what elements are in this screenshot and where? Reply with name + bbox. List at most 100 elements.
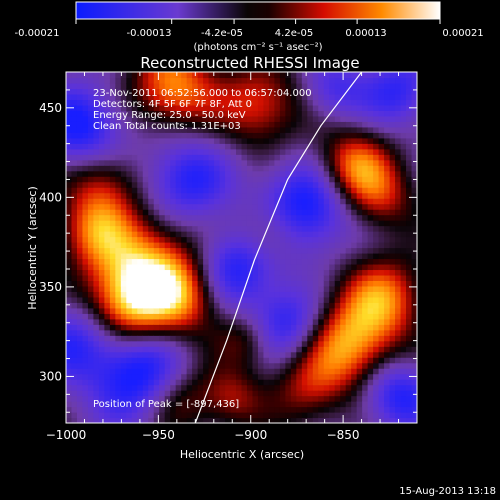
heatmap-cell (208, 395, 215, 402)
heatmap-cell (159, 379, 166, 386)
heatmap-cell (367, 357, 374, 364)
heatmap-cell (203, 247, 210, 254)
heatmap-cell (252, 165, 259, 172)
heatmap-cell (373, 77, 380, 84)
heatmap-cell (236, 412, 243, 419)
heatmap-cell (378, 307, 385, 314)
heatmap-cell (395, 258, 402, 265)
heatmap-cell (406, 115, 413, 122)
heatmap-cell (362, 406, 369, 413)
heatmap-cell (120, 351, 127, 358)
heatmap-cell (225, 121, 232, 128)
heatmap-cell (246, 137, 254, 144)
heatmap-cell (148, 313, 155, 320)
heatmap-cell (296, 269, 303, 276)
heatmap-cell (285, 362, 292, 369)
heatmap-cell (406, 280, 413, 287)
heatmap-cell (301, 335, 308, 342)
heatmap-cell (230, 203, 237, 210)
heatmap-cell (246, 285, 254, 292)
heatmap-cell (164, 192, 171, 199)
heatmap-cell (301, 231, 308, 238)
heatmap-cell (76, 231, 84, 238)
heatmap-cell (148, 99, 155, 106)
heatmap-cell (126, 417, 133, 423)
heatmap-cell (241, 296, 248, 303)
heatmap-cell (411, 181, 417, 188)
heatmap-cell (120, 88, 127, 95)
heatmap-cell (323, 115, 330, 122)
heatmap-cell (367, 72, 374, 79)
heatmap-cell (236, 401, 243, 408)
heatmap-cell (329, 170, 336, 177)
clean-counts-text: Clean Total counts: 1.31E+03 (93, 121, 241, 132)
heatmap-cell (170, 214, 177, 221)
heatmap-cell (296, 104, 303, 111)
heatmap-cell (186, 93, 193, 101)
heatmap-cell (115, 198, 122, 205)
heatmap-cell (301, 203, 308, 210)
heatmap-cell (257, 412, 265, 419)
heatmap-cell (148, 258, 155, 265)
heatmap-cell (411, 285, 417, 292)
heatmap-cell (329, 209, 336, 216)
heatmap-cell (192, 280, 199, 287)
heatmap-cell (98, 104, 105, 111)
heatmap-cell (203, 263, 210, 271)
heatmap-cell (104, 324, 111, 331)
heatmap-cell (246, 88, 254, 95)
heatmap-cell (87, 231, 95, 238)
heatmap-cell (400, 417, 407, 423)
heatmap-cell (296, 93, 303, 101)
heatmap-cell (268, 368, 275, 375)
heatmap-cell (208, 165, 215, 172)
heatmap-cell (351, 165, 358, 172)
y-tick-label: 400 (39, 190, 62, 204)
heatmap-cell (186, 170, 193, 177)
heatmap-cell (411, 296, 417, 303)
heatmap-cell (120, 209, 127, 216)
heatmap-cell (82, 148, 89, 155)
heatmap-cell (115, 368, 122, 375)
heatmap-cell (82, 412, 89, 419)
heatmap-cell (225, 170, 232, 177)
heatmap-cell (208, 247, 215, 254)
heatmap-cell (345, 318, 352, 325)
heatmap-cell (329, 159, 336, 166)
heatmap-cell (257, 269, 265, 276)
heatmap-cell (312, 412, 319, 419)
heatmap-cell (181, 72, 188, 79)
heatmap-cell (268, 187, 275, 194)
heatmap-cell (384, 368, 391, 375)
heatmap-cell (142, 263, 149, 271)
heatmap-cell (329, 181, 336, 188)
heatmap-cell (389, 401, 396, 408)
heatmap-cell (252, 115, 259, 122)
heatmap-cell (400, 165, 407, 172)
heatmap-cell (115, 291, 122, 298)
heatmap-cell (159, 154, 166, 161)
heatmap-cell (126, 121, 133, 128)
heatmap-cell (274, 198, 281, 205)
heatmap-cell (219, 412, 226, 419)
heatmap-cell (274, 99, 281, 106)
heatmap-cell (345, 247, 352, 254)
heatmap-cell (406, 318, 413, 325)
heatmap-cell (252, 176, 259, 183)
heatmap-cell (400, 285, 407, 292)
heatmap-cell (71, 318, 78, 325)
heatmap-cell (279, 362, 286, 369)
heatmap-cell (351, 143, 358, 150)
heatmap-cell (268, 132, 275, 139)
heatmap-cell (230, 351, 237, 358)
heatmap-cell (219, 154, 226, 161)
heatmap-cell (137, 313, 144, 320)
heatmap-cell (225, 187, 232, 194)
heatmap-cell (263, 242, 270, 249)
heatmap-cell (384, 357, 391, 364)
heatmap-cell (203, 192, 210, 199)
heatmap-cell (356, 82, 363, 90)
heatmap-cell (373, 307, 380, 314)
heatmap-cell (76, 165, 84, 172)
heatmap-cell (109, 77, 116, 84)
